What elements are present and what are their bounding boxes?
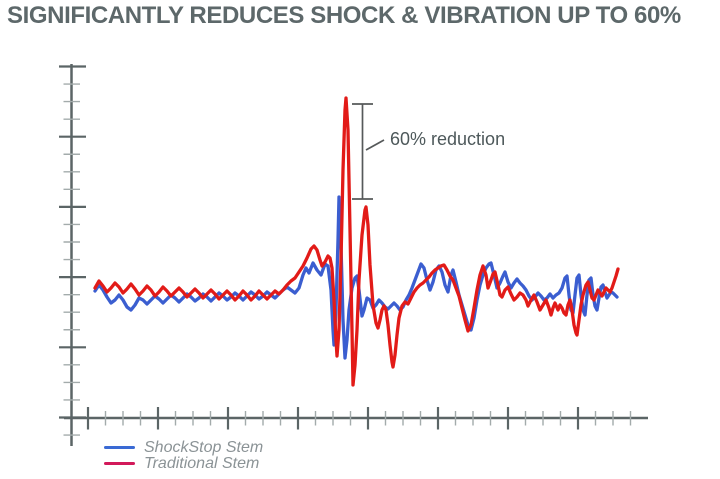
reduction-annotation-label: 60% reduction: [390, 129, 506, 149]
chart-title: SIGNIFICANTLY REDUCES SHOCK & VIBRATION …: [7, 2, 681, 29]
axes: [64, 64, 648, 446]
reduction-bracket: [352, 103, 385, 200]
legend-item-traditional: Traditional Stem: [104, 455, 263, 472]
legend: ShockStop Stem Traditional Stem: [104, 439, 264, 472]
data-series-lines: [93, 96, 620, 387]
legend-label-traditional: Traditional Stem: [144, 455, 260, 472]
legend-item-shockstop: ShockStop Stem: [104, 439, 264, 456]
legend-label-shockstop: ShockStop Stem: [144, 439, 264, 456]
axis-ticks: [59, 65, 632, 436]
traditional-line-swatch: [104, 462, 135, 465]
shockstop-line-swatch: [104, 446, 135, 449]
